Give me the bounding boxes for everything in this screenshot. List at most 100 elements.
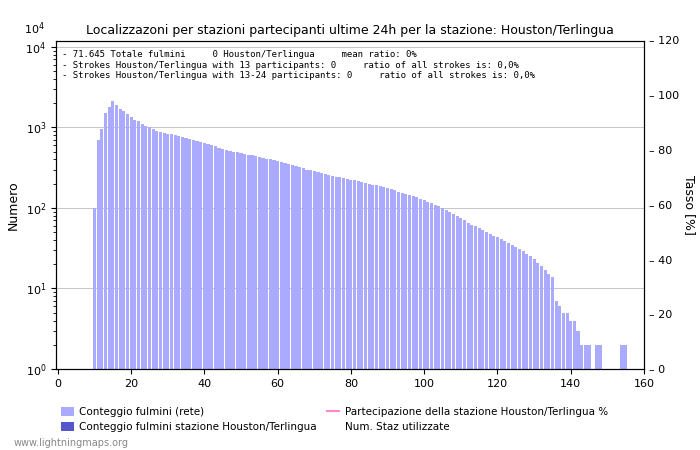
Bar	[459, 218, 463, 450]
Bar	[393, 190, 396, 450]
Bar	[188, 139, 191, 450]
Bar	[251, 155, 253, 450]
Bar	[353, 180, 356, 450]
Bar	[536, 262, 539, 450]
Bar	[405, 194, 407, 450]
Bar	[316, 172, 319, 450]
Bar	[360, 182, 363, 450]
Bar	[331, 176, 334, 450]
Bar	[232, 152, 235, 450]
Bar	[419, 199, 422, 450]
Bar	[485, 232, 488, 450]
Bar	[543, 270, 547, 450]
Bar	[221, 149, 224, 450]
Bar	[284, 163, 286, 450]
Bar	[298, 167, 301, 450]
Bar	[540, 266, 543, 450]
Bar	[111, 101, 114, 450]
Y-axis label: Numero: Numero	[7, 180, 20, 230]
Bar	[577, 331, 580, 450]
Bar	[265, 158, 268, 450]
Bar	[239, 153, 243, 450]
Bar	[569, 320, 573, 450]
Bar	[272, 160, 276, 450]
Bar	[313, 171, 316, 450]
Bar	[206, 144, 209, 450]
Bar	[631, 369, 635, 450]
Bar	[613, 369, 616, 450]
Bar	[386, 189, 389, 450]
Y-axis label: Tasso [%]: Tasso [%]	[682, 175, 696, 235]
Bar	[320, 173, 323, 450]
Bar	[639, 369, 642, 450]
Bar	[408, 195, 411, 450]
Bar	[214, 146, 217, 450]
Bar	[620, 345, 624, 450]
Bar	[305, 170, 309, 450]
Bar	[375, 185, 378, 450]
Bar	[323, 174, 327, 450]
Bar	[287, 164, 290, 450]
Bar	[148, 127, 151, 450]
Bar	[400, 193, 404, 450]
Bar	[518, 249, 521, 450]
Bar	[610, 369, 612, 450]
Bar	[177, 136, 181, 450]
Bar	[151, 129, 155, 450]
Bar	[430, 203, 433, 450]
Bar	[199, 142, 202, 450]
Bar	[587, 345, 591, 450]
Bar	[349, 180, 353, 450]
Bar	[573, 320, 576, 450]
Legend: Conteggio fulmini (rete), Conteggio fulmini stazione Houston/Terlingua, Partecip: Conteggio fulmini (rete), Conteggio fulm…	[61, 407, 608, 432]
Bar	[448, 212, 452, 450]
Bar	[529, 256, 532, 450]
Bar	[510, 245, 514, 450]
Bar	[522, 251, 525, 450]
Bar	[566, 313, 568, 450]
Bar	[379, 186, 382, 450]
Bar	[218, 148, 220, 450]
Bar	[346, 179, 349, 450]
Title: Localizzazoni per stazioni partecipanti ultime 24h per la stazione: Houston/Terl: Localizzazoni per stazioni partecipanti …	[86, 23, 614, 36]
Bar	[280, 162, 283, 450]
Bar	[108, 107, 111, 450]
Bar	[390, 189, 393, 450]
Bar	[533, 259, 536, 450]
Bar	[558, 306, 561, 450]
Bar	[492, 236, 496, 450]
Bar	[133, 120, 136, 450]
Bar	[368, 184, 371, 450]
Bar	[496, 238, 499, 450]
Bar	[174, 135, 176, 450]
Bar	[258, 157, 261, 450]
Bar	[423, 200, 426, 450]
Bar	[276, 161, 279, 450]
Bar	[210, 145, 214, 450]
Bar	[302, 168, 304, 450]
Bar	[185, 138, 188, 450]
Bar	[415, 198, 419, 450]
Bar	[441, 208, 444, 450]
Bar	[463, 220, 466, 450]
Bar	[444, 210, 448, 450]
Bar	[371, 184, 374, 450]
Bar	[328, 175, 330, 450]
Bar	[477, 228, 481, 450]
Bar	[438, 206, 440, 450]
Bar	[456, 216, 458, 450]
Bar	[295, 166, 298, 450]
Bar	[595, 345, 598, 450]
Bar	[166, 134, 169, 450]
Bar	[584, 345, 587, 450]
Bar	[290, 165, 294, 450]
Bar	[624, 345, 627, 450]
Bar	[481, 230, 484, 450]
Bar	[104, 113, 107, 450]
Bar	[382, 187, 386, 450]
Bar	[225, 150, 228, 450]
Bar	[155, 131, 158, 450]
Bar	[474, 226, 477, 450]
Bar	[342, 178, 345, 450]
Bar	[470, 225, 473, 450]
